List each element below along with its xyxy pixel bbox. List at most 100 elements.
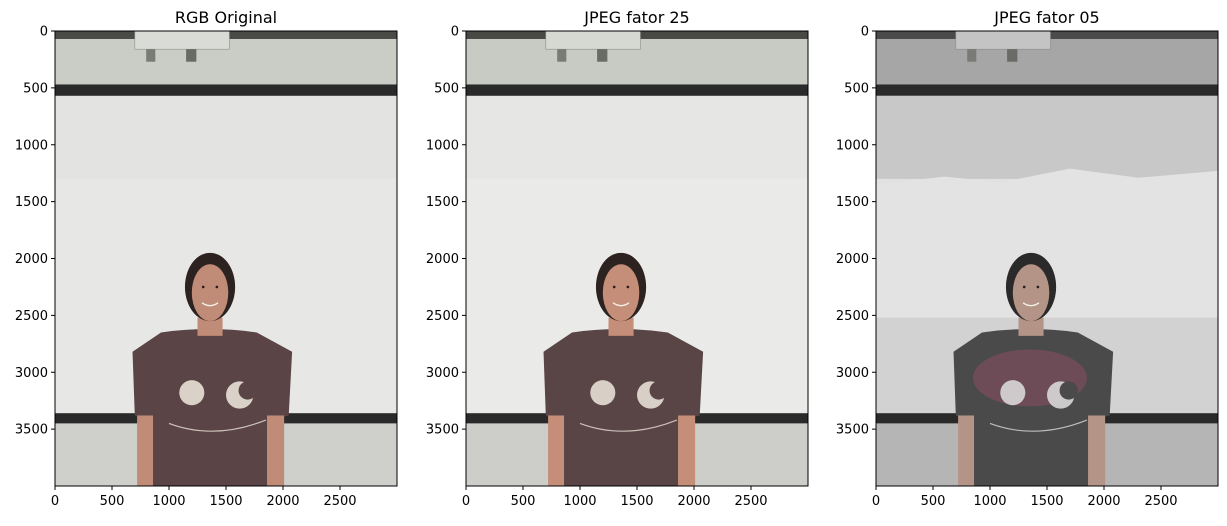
left-eye bbox=[1022, 285, 1026, 289]
smile bbox=[612, 302, 630, 307]
y-tick-label: 500 bbox=[23, 81, 48, 96]
x-tick-label: 500 bbox=[511, 494, 536, 509]
y-tick-label: 1500 bbox=[426, 195, 459, 210]
smile bbox=[1022, 302, 1040, 307]
x-tick-label: 1000 bbox=[563, 494, 596, 509]
y-tick-label: 2000 bbox=[15, 252, 48, 267]
face bbox=[191, 264, 229, 322]
projector-body bbox=[134, 31, 230, 50]
y-tick-label: 2000 bbox=[426, 252, 459, 267]
x-tick-label: 1000 bbox=[152, 494, 185, 509]
panel-title: RGB Original bbox=[175, 8, 277, 27]
x-tick-label: 0 bbox=[51, 494, 59, 509]
screen-top-rail bbox=[876, 84, 1218, 96]
y-tick-label: 1000 bbox=[426, 138, 459, 153]
y-tick-label: 3500 bbox=[426, 423, 459, 438]
x-tick-label: 2500 bbox=[734, 494, 767, 509]
y-tick-label: 1000 bbox=[15, 138, 48, 153]
screen-top-rail bbox=[55, 84, 397, 96]
projector-body bbox=[545, 31, 641, 50]
y-tick-label: 0 bbox=[451, 25, 459, 40]
panel-2: JPEG fator 25 0 500 1000 1500 2000 2500 3000 350… bbox=[426, 8, 809, 509]
smile bbox=[201, 302, 219, 307]
y-tick-label: 3500 bbox=[836, 423, 869, 438]
y-tick-label: 0 bbox=[40, 25, 48, 40]
x-tick-label: 2000 bbox=[677, 494, 710, 509]
projector-mount-right bbox=[186, 49, 197, 62]
face bbox=[1012, 264, 1050, 322]
x-tick-label: 1500 bbox=[1030, 494, 1063, 509]
y-tick-label: 1000 bbox=[836, 138, 869, 153]
tshirt bbox=[543, 329, 704, 486]
projector-mount-right bbox=[597, 49, 608, 62]
shirt-print-moon-shadow bbox=[1059, 381, 1078, 400]
neck bbox=[1018, 317, 1044, 336]
shirt-print-moon-shadow bbox=[649, 381, 668, 400]
y-tick-label: 3000 bbox=[15, 366, 48, 381]
right-arm bbox=[678, 415, 696, 486]
y-tick-label: 3000 bbox=[836, 366, 869, 381]
projector-body bbox=[955, 31, 1051, 50]
left-eye bbox=[612, 285, 616, 289]
panel-title: JPEG fator 25 bbox=[583, 8, 689, 27]
photo-image bbox=[876, 31, 1218, 486]
x-tick-label: 1000 bbox=[973, 494, 1006, 509]
projector-mount-left bbox=[967, 49, 977, 62]
shirt-print-sun bbox=[590, 380, 616, 406]
y-tick-label: 2500 bbox=[836, 309, 869, 324]
x-tick-label: 500 bbox=[100, 494, 125, 509]
right-arm bbox=[1088, 415, 1106, 486]
screen-upper-shade bbox=[466, 95, 808, 179]
y-tick-label: 1500 bbox=[836, 195, 869, 210]
left-arm bbox=[548, 415, 565, 486]
panel-3: JPEG fator 05 0 500 1000 1500 2000 2500 3000 350… bbox=[836, 8, 1219, 509]
x-tick-label: 1500 bbox=[620, 494, 653, 509]
x-tick-label: 2000 bbox=[266, 494, 299, 509]
x-tick-label: 500 bbox=[921, 494, 946, 509]
screen-top-rail bbox=[466, 84, 808, 96]
shirt-print-hands bbox=[989, 419, 1088, 432]
right-eye bbox=[1036, 285, 1040, 289]
photo-image bbox=[55, 31, 397, 486]
y-tick-label: 2000 bbox=[836, 252, 869, 267]
projector-mount-left bbox=[557, 49, 567, 62]
shirt-print-hands bbox=[579, 419, 678, 432]
x-tick-label: 0 bbox=[462, 494, 470, 509]
shirt-print-moon-shadow bbox=[238, 381, 257, 400]
screen-quantized-region bbox=[876, 168, 1218, 318]
projector-mount-left bbox=[146, 49, 156, 62]
right-arm bbox=[267, 415, 285, 486]
y-tick-label: 3500 bbox=[15, 423, 48, 438]
panel-1: RGB Original 0 500 1000 1500 2000 2500 3000 3500… bbox=[15, 8, 398, 509]
tshirt bbox=[132, 329, 293, 486]
x-tick-label: 2500 bbox=[1144, 494, 1177, 509]
y-tick-label: 2500 bbox=[426, 309, 459, 324]
left-arm bbox=[137, 415, 154, 486]
panel-title: JPEG fator 05 bbox=[993, 8, 1099, 27]
y-tick-label: 500 bbox=[434, 81, 459, 96]
x-tick-label: 2000 bbox=[1087, 494, 1120, 509]
neck bbox=[197, 317, 223, 336]
left-arm bbox=[958, 415, 975, 486]
y-tick-label: 500 bbox=[844, 81, 869, 96]
shirt-print-sun bbox=[1000, 380, 1026, 406]
right-eye bbox=[626, 285, 630, 289]
y-tick-label: 1500 bbox=[15, 195, 48, 210]
shirt-print-hands bbox=[168, 419, 267, 432]
y-tick-label: 3000 bbox=[426, 366, 459, 381]
right-eye bbox=[215, 285, 219, 289]
face bbox=[602, 264, 640, 322]
x-tick-label: 2500 bbox=[323, 494, 356, 509]
shirt-print-sun bbox=[179, 380, 205, 406]
projector-mount-right bbox=[1007, 49, 1018, 62]
screen-upper-shade bbox=[55, 95, 397, 179]
y-tick-label: 2500 bbox=[15, 309, 48, 324]
x-tick-label: 1500 bbox=[209, 494, 242, 509]
photo-image bbox=[466, 31, 808, 486]
neck bbox=[608, 317, 634, 336]
y-tick-label: 0 bbox=[861, 25, 869, 40]
x-tick-label: 0 bbox=[872, 494, 880, 509]
left-eye bbox=[201, 285, 205, 289]
